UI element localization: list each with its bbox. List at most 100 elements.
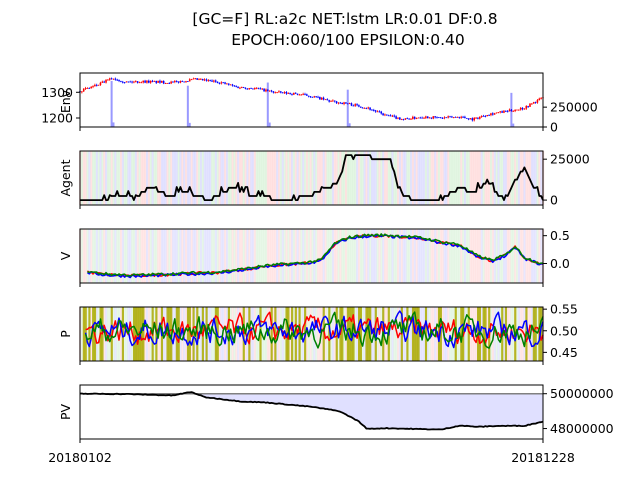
background-band (185, 151, 188, 205)
background-band (205, 229, 208, 283)
candle-body (265, 89, 267, 92)
background-band (512, 151, 515, 205)
policy-right-tick-055: 0.55 (550, 302, 578, 317)
background-band (212, 229, 216, 283)
background-band (160, 151, 164, 205)
background-band (447, 307, 450, 361)
background-band (220, 151, 223, 205)
background-band (437, 151, 441, 205)
background-band (385, 229, 389, 283)
background-band (112, 229, 115, 283)
candle-body (510, 109, 513, 112)
background-band (292, 229, 296, 283)
candle-body (428, 117, 431, 119)
background-band (279, 151, 283, 205)
candle-body (395, 116, 397, 119)
exploration-band (322, 307, 325, 361)
background-band (203, 151, 206, 205)
candle-body (250, 88, 252, 89)
background-band (536, 151, 539, 205)
background-band (423, 151, 426, 205)
background-band (473, 307, 476, 361)
background-band (106, 307, 110, 361)
background-band (449, 229, 452, 283)
background-band (512, 229, 515, 283)
background-band (465, 151, 468, 205)
candle-body (332, 100, 334, 102)
candle-body (157, 80, 159, 83)
agent-line (80, 154, 544, 202)
background-band (185, 229, 188, 283)
policy-ylabel: P (58, 330, 73, 338)
candle-body (268, 90, 271, 92)
background-band (80, 229, 84, 283)
value-panel: V 0.0 0.5 (58, 228, 570, 287)
background-band (108, 151, 111, 205)
background-band (237, 151, 240, 205)
exploration-band (298, 307, 301, 361)
background-band (424, 151, 428, 205)
background-band (175, 229, 178, 283)
candle-body (456, 116, 459, 118)
background-band (251, 307, 255, 361)
background-band (159, 229, 162, 283)
candle-body (330, 100, 332, 102)
candle-body (123, 82, 126, 84)
candle-body (497, 112, 500, 114)
background-band (372, 151, 376, 205)
background-band (257, 229, 260, 283)
background-band (86, 229, 89, 283)
volume-bar (346, 89, 349, 127)
background-band (80, 151, 84, 205)
background-band (118, 151, 121, 205)
candle-body (445, 117, 448, 119)
background-band (192, 229, 195, 283)
candle-body (246, 88, 249, 90)
candle-body (317, 96, 319, 98)
candle-body (359, 106, 362, 108)
background-band (521, 307, 524, 361)
background-band (309, 151, 312, 205)
background-band (205, 151, 208, 205)
background-band (341, 151, 344, 205)
background-band (194, 151, 197, 205)
background-band (432, 229, 435, 283)
background-band (491, 229, 495, 283)
background-band (484, 229, 487, 283)
background-band (432, 151, 435, 205)
candle-body (425, 116, 427, 118)
background-band (380, 229, 383, 283)
background-band (172, 307, 175, 361)
background-band (473, 229, 476, 283)
background-band (532, 229, 535, 283)
background-band (380, 151, 383, 205)
background-band (112, 307, 115, 361)
background-band (153, 229, 156, 283)
exploration-band (413, 307, 416, 361)
background-band (447, 229, 450, 283)
background-band (471, 151, 474, 205)
background-band (211, 151, 214, 205)
volume-bar (112, 122, 115, 127)
exploration-band (274, 307, 277, 361)
background-band (103, 229, 106, 283)
background-band (281, 151, 284, 205)
candle-body (200, 79, 202, 80)
background-band (471, 229, 474, 283)
background-band (289, 229, 292, 283)
candle-body (335, 101, 338, 104)
background-band (354, 151, 357, 205)
candle-body (514, 109, 516, 112)
candle-body (211, 80, 213, 82)
background-band (538, 229, 541, 283)
background-band (359, 229, 363, 283)
background-band (218, 307, 221, 361)
candle-body (460, 116, 462, 118)
background-band (93, 151, 97, 205)
exploration-band (484, 307, 487, 361)
background-band (532, 151, 535, 205)
candle-body (270, 90, 273, 92)
exploration-band (142, 307, 145, 361)
exploration-band (359, 307, 363, 361)
candle-body (162, 80, 165, 84)
